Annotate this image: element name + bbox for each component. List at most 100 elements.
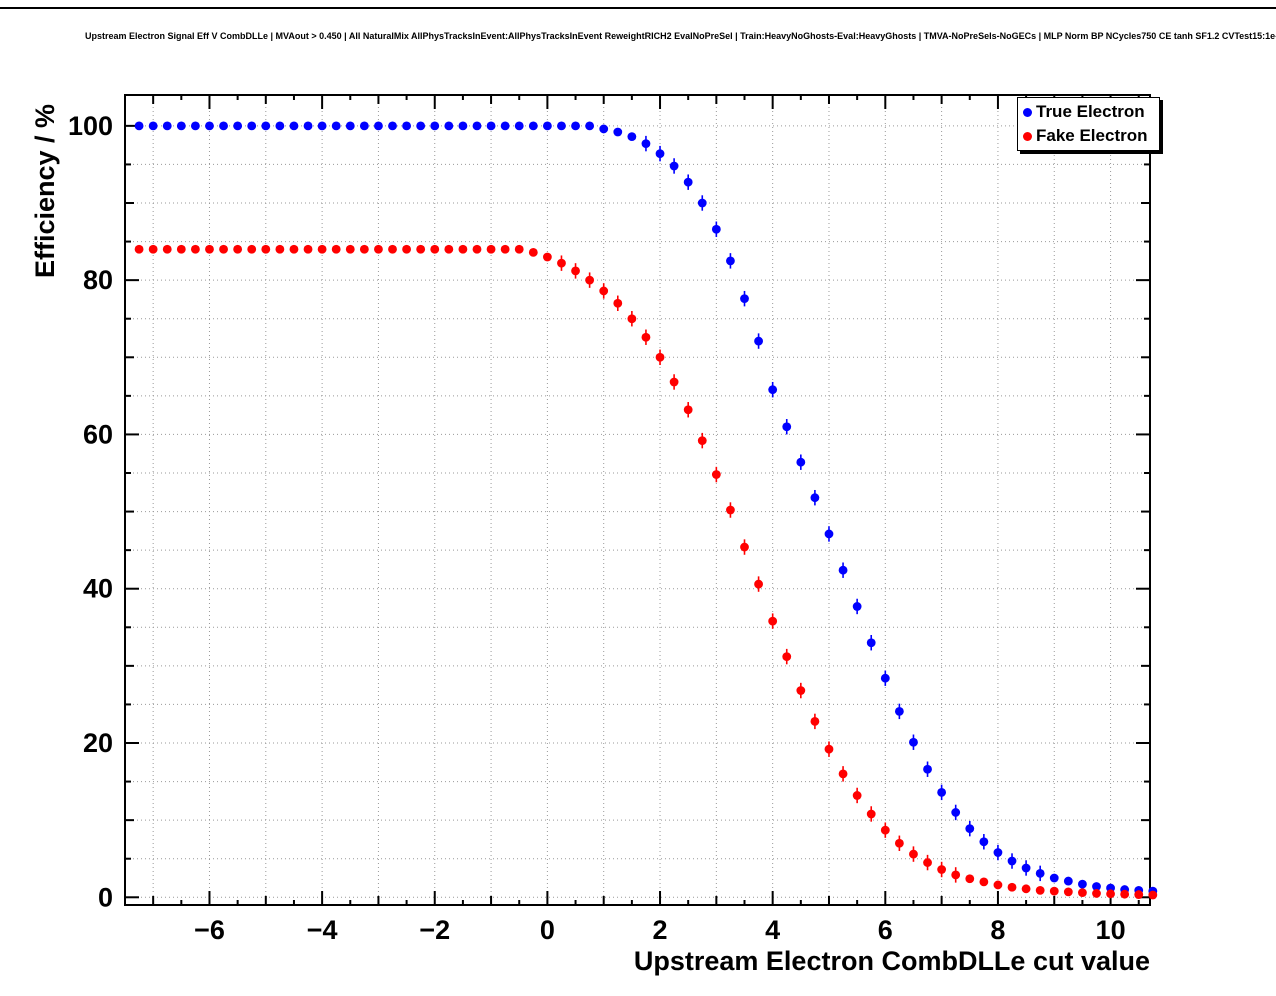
data-point	[430, 121, 440, 131]
data-point	[514, 244, 524, 254]
data-point	[852, 791, 862, 800]
data-point	[697, 198, 707, 208]
x-tick-label: −2	[419, 915, 450, 945]
y-axis-title: Efficiency / %	[30, 103, 60, 278]
data-point	[1021, 884, 1031, 894]
x-tick-label: −6	[194, 915, 225, 945]
data-point	[641, 332, 651, 342]
data-point	[571, 266, 580, 276]
data-point	[965, 824, 975, 834]
data-point	[880, 825, 890, 835]
plot-title: Upstream Electron Signal Eff V CombDLLe …	[85, 31, 1276, 41]
data-point	[542, 252, 552, 262]
y-tick-label: 80	[83, 265, 113, 295]
data-point	[740, 294, 749, 304]
data-point	[711, 224, 721, 234]
y-tick-label: 100	[68, 111, 113, 141]
axis-ticks	[125, 95, 1150, 905]
data-point	[824, 529, 834, 539]
data-point	[782, 652, 792, 661]
data-point	[768, 385, 778, 395]
data-point	[388, 121, 397, 131]
data-point	[134, 244, 144, 254]
data-point	[1021, 863, 1031, 873]
data-point	[317, 121, 327, 131]
data-point	[416, 121, 426, 131]
legend-item-true-electron: True Electron	[1018, 100, 1159, 124]
data-point	[233, 244, 243, 254]
x-tick-label: 4	[765, 915, 780, 945]
data-point	[190, 121, 200, 131]
data-point	[1106, 889, 1115, 899]
data-point	[697, 436, 707, 445]
data-point	[528, 247, 538, 257]
legend-item-fake-electron: Fake Electron	[1018, 124, 1159, 148]
data-point	[599, 286, 609, 296]
data-point	[219, 121, 228, 131]
data-point	[669, 377, 679, 387]
data-point	[430, 244, 440, 254]
data-point	[571, 121, 580, 131]
data-point	[275, 121, 285, 131]
data-point	[909, 849, 918, 859]
data-point	[866, 809, 876, 819]
data-point	[247, 121, 257, 131]
data-point	[979, 877, 989, 887]
data-point	[303, 244, 313, 254]
data-point	[1063, 887, 1073, 897]
data-point	[711, 470, 721, 479]
data-point	[838, 769, 848, 779]
data-point	[726, 256, 735, 266]
data-point	[416, 244, 426, 254]
y-tick-label: 0	[98, 882, 113, 912]
data-point	[374, 121, 383, 131]
data-point	[176, 244, 186, 254]
data-point	[162, 121, 172, 131]
data-point	[458, 244, 468, 254]
data-point	[937, 787, 947, 797]
true-electron-marker-icon	[1023, 107, 1032, 117]
series-true-electron	[134, 121, 1158, 896]
data-point	[359, 121, 369, 131]
x-axis-title: Upstream Electron CombDLLe cut value	[633, 946, 1150, 976]
data-point	[726, 505, 735, 515]
data-point	[345, 121, 355, 131]
data-point	[669, 161, 679, 171]
data-point	[233, 121, 243, 131]
data-point	[176, 121, 186, 131]
y-tick-label: 60	[83, 419, 113, 449]
data-point	[148, 121, 158, 131]
x-tick-label: 6	[878, 915, 893, 945]
data-point	[1078, 888, 1087, 898]
data-point	[374, 244, 383, 254]
data-point	[472, 121, 482, 131]
legend-label-true-electron: True Electron	[1036, 102, 1145, 121]
data-point	[951, 808, 961, 817]
data-point	[613, 127, 623, 137]
data-point	[627, 314, 637, 324]
data-point	[219, 244, 228, 254]
data-point	[205, 121, 214, 131]
x-tick-label: 2	[653, 915, 668, 945]
data-point	[1063, 876, 1073, 886]
data-point	[993, 880, 1003, 890]
data-point	[880, 673, 890, 683]
legend: True Electron Fake Electron	[1017, 97, 1160, 151]
data-point	[740, 542, 749, 552]
data-point	[683, 177, 693, 187]
data-point	[796, 686, 806, 695]
data-point	[1092, 889, 1101, 898]
data-point	[866, 638, 876, 648]
x-tick-label: 8	[990, 915, 1005, 945]
data-point	[148, 244, 158, 254]
data-point	[585, 275, 595, 285]
data-point	[500, 121, 510, 131]
data-point	[1092, 882, 1101, 891]
data-point	[824, 744, 834, 754]
data-point	[162, 244, 172, 254]
data-point	[331, 121, 341, 131]
y-tick-label: 40	[83, 574, 113, 604]
data-point	[655, 352, 665, 362]
data-point	[768, 616, 778, 626]
